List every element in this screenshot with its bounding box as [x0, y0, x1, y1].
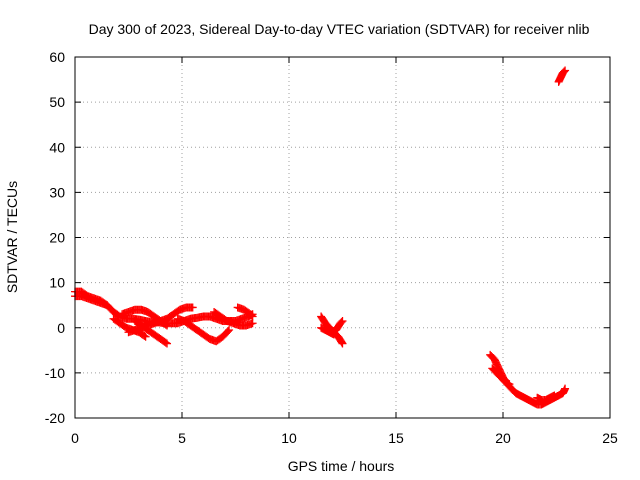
chart-title: Day 300 of 2023, Sidereal Day-to-day VTE…	[89, 21, 590, 37]
y-axis-label: SDTVAR / TECUs	[4, 181, 20, 293]
data-point	[337, 338, 346, 347]
data-point	[141, 332, 150, 341]
data-point	[248, 319, 257, 328]
data-point	[559, 67, 568, 76]
data-point	[338, 339, 347, 348]
y-tick-label: 10	[49, 275, 65, 291]
data-point	[338, 316, 347, 325]
axis-ticks	[74, 56, 611, 419]
y-tick-label: 20	[49, 230, 65, 246]
data-point	[140, 331, 149, 340]
data-point	[561, 384, 570, 393]
x-tick-label: 5	[178, 430, 186, 446]
data-point	[163, 339, 172, 348]
data-point	[337, 318, 346, 327]
data-point	[247, 311, 256, 320]
x-tick-label: 25	[602, 430, 618, 446]
data-point	[550, 391, 559, 400]
y-tick-label: 60	[49, 49, 65, 65]
data-point	[161, 338, 170, 347]
data-point	[224, 327, 233, 336]
y-tick-label: 0	[57, 320, 65, 336]
data-point	[248, 312, 257, 321]
grid-lines	[75, 57, 610, 418]
tick-labels: 0 5 10 15 20 25 -20 -10 0 10 20 30 40 50 60	[45, 49, 618, 446]
y-tick-label: 50	[49, 94, 65, 110]
data-point	[225, 326, 234, 335]
y-tick-label: 30	[49, 184, 65, 200]
x-axis-label: GPS time / hours	[288, 458, 395, 474]
data-points	[71, 66, 570, 409]
data-point	[505, 380, 514, 389]
x-tick-label: 20	[495, 430, 511, 446]
y-tick-label: 40	[49, 139, 65, 155]
x-tick-label: 15	[388, 430, 404, 446]
y-tick-label: -10	[45, 365, 65, 381]
data-point	[561, 66, 570, 75]
data-point	[163, 321, 172, 330]
y-tick-label: -20	[45, 410, 65, 426]
x-tick-label: 10	[281, 430, 297, 446]
x-tick-label: 0	[71, 430, 79, 446]
data-point	[188, 303, 197, 312]
data-point	[103, 301, 112, 310]
